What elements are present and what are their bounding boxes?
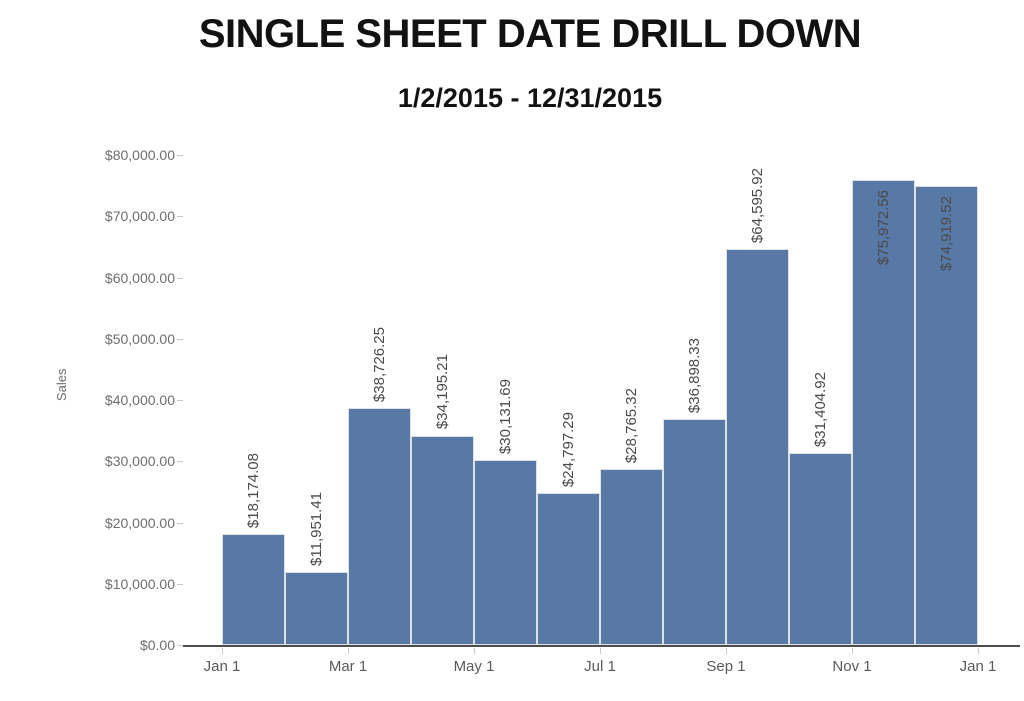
x-tick-label: Mar 1 bbox=[328, 658, 368, 675]
y-tick-mark bbox=[177, 216, 183, 218]
y-tick-label: $60,000.00 bbox=[104, 269, 175, 286]
bar-value-label: $38,726.25 bbox=[370, 326, 388, 402]
bar-sep[interactable] bbox=[726, 249, 789, 645]
x-tick-mark bbox=[726, 648, 727, 654]
bar-value-label: $28,765.32 bbox=[622, 387, 640, 463]
x-tick-mark bbox=[222, 648, 223, 654]
y-tick-label: $30,000.00 bbox=[104, 453, 175, 470]
bar-dec[interactable] bbox=[915, 186, 978, 645]
bar-feb[interactable] bbox=[285, 571, 348, 645]
bar-value-label: $18,174.08 bbox=[244, 452, 262, 528]
y-tick-label: $50,000.00 bbox=[104, 330, 175, 347]
y-tick-label: $80,000.00 bbox=[104, 147, 175, 163]
y-tick-label: $70,000.00 bbox=[104, 208, 175, 225]
bar-value-label: $64,595.92 bbox=[748, 168, 766, 244]
bar-jan[interactable] bbox=[222, 533, 285, 645]
y-tick-mark bbox=[177, 338, 183, 340]
bar-value-label: $36,898.33 bbox=[685, 337, 703, 413]
y-tick-mark bbox=[177, 461, 183, 463]
bar-value-label: $74,919.52 bbox=[937, 196, 955, 272]
y-tick-mark bbox=[177, 645, 183, 646]
x-tick-mark bbox=[474, 648, 475, 654]
x-tick-label: Jan 1 bbox=[203, 658, 241, 675]
y-tick-mark bbox=[177, 155, 183, 156]
bar-value-label: $31,404.92 bbox=[811, 371, 829, 447]
x-tick-label: Sep 1 bbox=[706, 658, 746, 675]
x-tick-mark bbox=[348, 648, 349, 654]
x-tick-mark bbox=[978, 648, 979, 654]
plot-area: $18,174.08 $11,951.41 $38,726.25 $34,195.21… bbox=[183, 155, 1020, 645]
bar-value-label: $24,797.29 bbox=[559, 412, 577, 488]
y-tick-label: $0.00 bbox=[139, 637, 175, 653]
x-tick-label: Jan 1 bbox=[959, 658, 997, 675]
x-tick-mark bbox=[852, 648, 853, 654]
bar-mar[interactable] bbox=[348, 407, 411, 645]
y-tick-label: $40,000.00 bbox=[104, 392, 175, 408]
bar-value-label: $75,972.56 bbox=[874, 189, 892, 265]
bar-nov[interactable] bbox=[852, 179, 915, 645]
y-tick-label: $20,000.00 bbox=[104, 514, 175, 531]
bar-value-label: $34,195.21 bbox=[433, 354, 451, 430]
y-tick-mark bbox=[177, 522, 183, 524]
x-tick-label: Nov 1 bbox=[832, 658, 872, 675]
bar-apr[interactable] bbox=[411, 435, 474, 645]
x-axis-line bbox=[183, 645, 1020, 647]
y-tick-mark bbox=[177, 583, 183, 585]
bar-aug[interactable] bbox=[663, 419, 726, 645]
y-tick-mark bbox=[177, 400, 183, 401]
x-tick-label: May 1 bbox=[453, 658, 495, 675]
bar-value-label: $30,131.69 bbox=[496, 379, 514, 455]
bar-oct[interactable] bbox=[789, 452, 852, 645]
bar-may[interactable] bbox=[474, 460, 537, 645]
y-tick-mark bbox=[177, 277, 183, 279]
chart-title: SINGLE SHEET DATE DRILL DOWN bbox=[198, 12, 862, 56]
x-tick-label: Jul 1 bbox=[584, 658, 616, 675]
chart-subtitle: 1/2/2015 - 12/31/2015 bbox=[397, 83, 663, 113]
bar-value-label: $11,951.41 bbox=[307, 491, 325, 566]
bar-jul[interactable] bbox=[600, 468, 663, 645]
x-tick-mark bbox=[600, 648, 601, 654]
y-tick-label: $10,000.00 bbox=[104, 575, 175, 592]
bar-jun[interactable] bbox=[537, 493, 600, 645]
